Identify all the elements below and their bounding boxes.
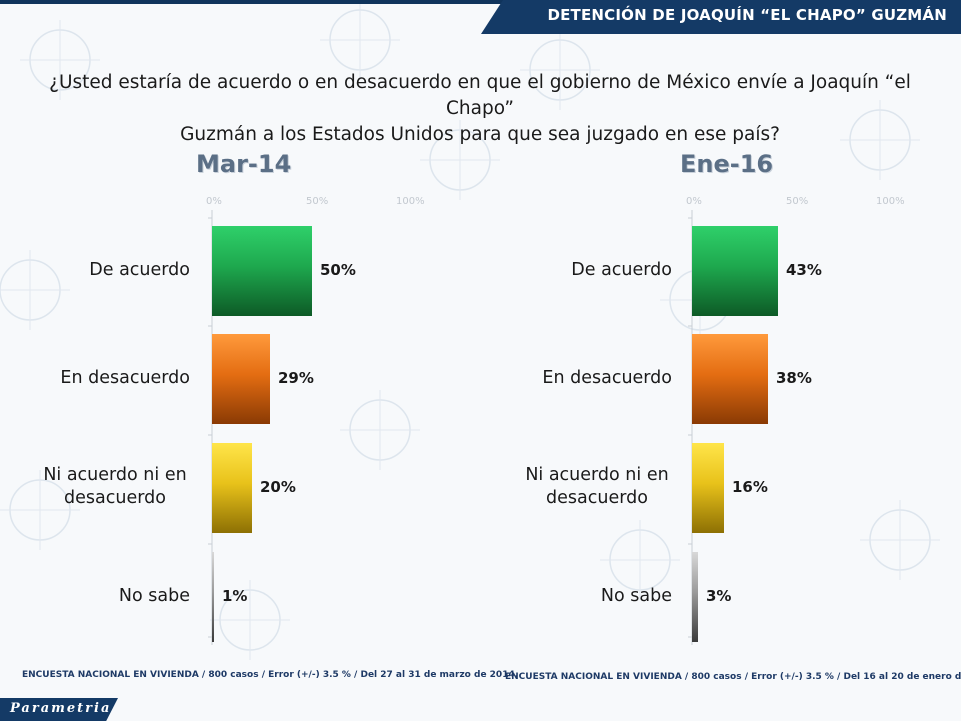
- header-stripe: [0, 0, 961, 4]
- bar-value-label: 43%: [786, 261, 822, 279]
- bar-mar-14-0: [212, 226, 312, 316]
- value-axis-tick-label: 0%: [206, 196, 222, 207]
- header-bar: DETENCIÓN DE JOAQUÍN “EL CHAPO” GUZMÁN: [0, 0, 961, 34]
- footnote-ene-16: ENCUESTA NACIONAL EN VIVIENDA / 800 caso…: [505, 672, 961, 682]
- question-line-1: ¿Usted estaría de acuerdo o en desacuerd…: [49, 72, 911, 119]
- value-axis-tick-label: 100%: [876, 196, 905, 207]
- bar-mar-14-3: [212, 552, 214, 642]
- value-axis-tick-label: 0%: [686, 196, 702, 207]
- bar-value-label: 20%: [260, 478, 296, 496]
- bar-value-label: 50%: [320, 261, 356, 279]
- question-line-2: Guzmán a los Estados Unidos para que sea…: [180, 124, 780, 145]
- bar-value-label: 1%: [222, 587, 248, 605]
- chart-title-ene-16: Ene-16: [680, 150, 774, 178]
- header-band: [481, 0, 961, 34]
- footnote-mar-14: ENCUESTA NACIONAL EN VIVIENDA / 800 caso…: [22, 670, 519, 680]
- bar-value-label: 3%: [706, 587, 732, 605]
- bar-mar-14-1: [212, 334, 270, 424]
- value-axis-tick-label: 100%: [396, 196, 425, 207]
- category-label: No sabe: [118, 586, 190, 606]
- survey-question: ¿Usted estaría de acuerdo o en desacuerd…: [20, 70, 940, 148]
- category-label: En desacuerdo: [542, 368, 672, 388]
- category-label: Ni acuerdo ni en desacuerdo: [525, 465, 669, 508]
- bar-ene-16-1: [692, 334, 768, 424]
- category-label: De acuerdo: [571, 260, 672, 280]
- bar-ene-16-3: [692, 552, 698, 642]
- bar-ene-16-0: [692, 226, 778, 316]
- category-label: No sabe: [600, 586, 672, 606]
- bar-mar-14-2: [212, 443, 252, 533]
- logo-bar: [0, 698, 118, 721]
- bar-value-label: 38%: [776, 369, 812, 387]
- category-label: De acuerdo: [89, 260, 190, 280]
- category-label: En desacuerdo: [60, 368, 190, 388]
- chart-title-mar-14: Mar-14: [196, 150, 292, 178]
- parametria-logo: Parametria: [10, 701, 112, 716]
- value-axis-tick-label: 50%: [306, 196, 329, 207]
- value-axis-tick-label: 50%: [786, 196, 809, 207]
- category-label: Ni acuerdo ni en desacuerdo: [43, 465, 187, 508]
- bar-ene-16-2: [692, 443, 724, 533]
- bar-value-label: 16%: [732, 478, 768, 496]
- header-title: DETENCIÓN DE JOAQUÍN “EL CHAPO” GUZMÁN: [547, 6, 947, 24]
- bar-value-label: 29%: [278, 369, 314, 387]
